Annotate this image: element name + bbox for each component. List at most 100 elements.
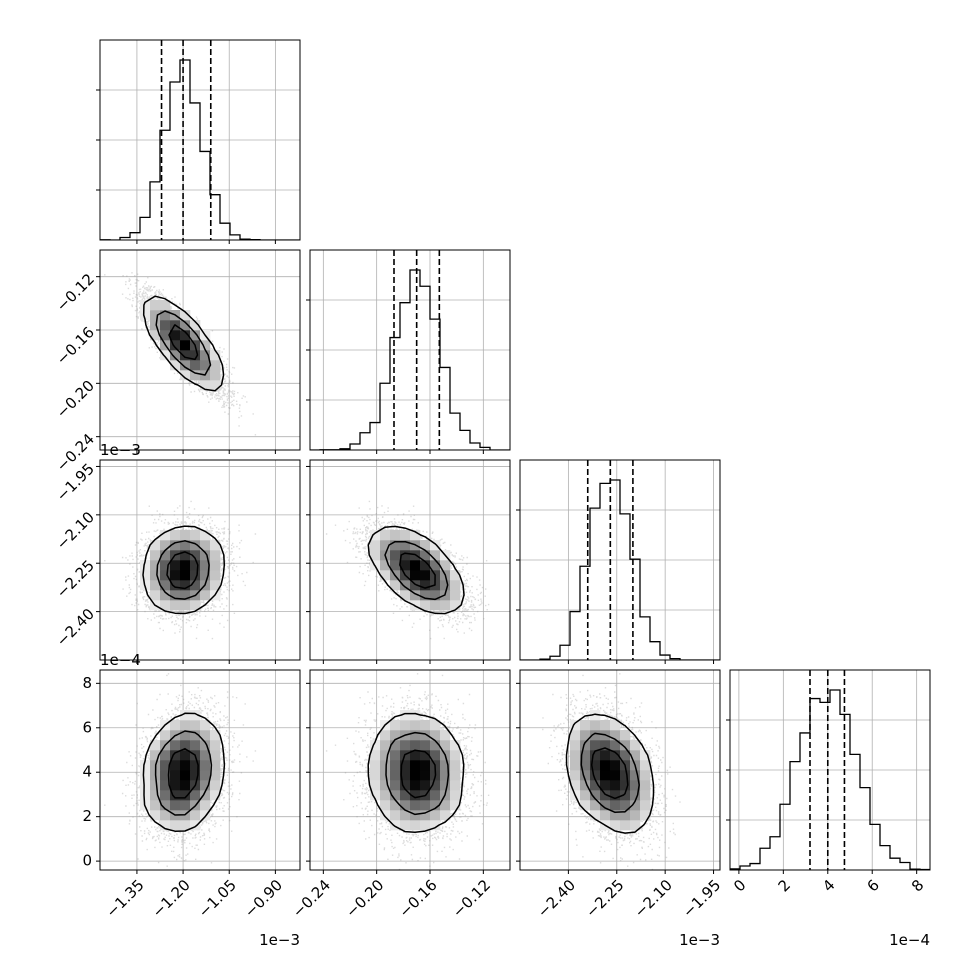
- density-cell: [430, 810, 441, 821]
- density-cell: [430, 790, 441, 801]
- density-cell: [420, 730, 431, 741]
- density-cell: [420, 760, 431, 771]
- density-cell: [180, 360, 191, 371]
- density-cell: [440, 810, 451, 821]
- density-cell: [600, 720, 611, 731]
- density-cell: [630, 740, 641, 751]
- density-cell: [450, 570, 461, 581]
- density-cell: [620, 740, 631, 751]
- density-cell: [450, 750, 461, 761]
- contour-1: [156, 540, 210, 600]
- y-tick-label: −2.25: [53, 557, 98, 602]
- density-cell: [420, 770, 431, 781]
- density-cell: [200, 740, 211, 751]
- density-cell: [190, 350, 201, 361]
- density-cell: [180, 600, 191, 611]
- density-cell: [210, 730, 221, 741]
- contour-1: [385, 731, 450, 816]
- density-cell: [180, 730, 191, 741]
- density-cell: [160, 730, 171, 741]
- density-cell: [630, 770, 641, 781]
- density-cell: [200, 590, 211, 601]
- density-cell: [200, 530, 211, 541]
- density-cell: [150, 320, 161, 331]
- density-cell: [200, 770, 211, 781]
- axes-frame: [99, 39, 301, 241]
- density-cell: [420, 600, 431, 611]
- density-cell: [150, 810, 161, 821]
- density-cell: [200, 360, 211, 371]
- density-cell: [390, 790, 401, 801]
- density-cell: [610, 740, 621, 751]
- y-tick-label: 6: [82, 718, 92, 736]
- panel-0-0: [96, 39, 301, 244]
- density-cell: [380, 800, 391, 811]
- density-cell: [390, 810, 401, 821]
- density-cell: [200, 800, 211, 811]
- density-cell: [170, 570, 181, 581]
- density-cell: [390, 750, 401, 761]
- panel-2-1: [306, 459, 511, 664]
- density-cell: [400, 760, 411, 771]
- density-cell: [380, 540, 391, 551]
- density-cell: [180, 800, 191, 811]
- contour-0: [367, 712, 465, 834]
- density-cell: [610, 760, 621, 771]
- density-cell: [210, 740, 221, 751]
- density-cell: [160, 300, 171, 311]
- contour-1: [580, 732, 640, 814]
- density-cell: [600, 740, 611, 751]
- density-cell: [210, 580, 221, 591]
- density-cell: [380, 750, 391, 761]
- density-cell: [180, 760, 191, 771]
- x-tick-label: −0.16: [396, 876, 441, 921]
- density-cell: [430, 740, 441, 751]
- density-cell: [430, 600, 441, 611]
- y-offset-label: 1e−4: [100, 651, 141, 669]
- density-cell: [200, 760, 211, 771]
- density-cell: [390, 720, 401, 731]
- density-cell: [420, 820, 431, 831]
- density-cell: [160, 320, 171, 331]
- density-cell: [200, 790, 211, 801]
- x-tick-label: −0.20: [342, 876, 387, 921]
- density-cell: [420, 540, 431, 551]
- y-tick-label: −2.40: [53, 605, 98, 650]
- density-cell: [430, 720, 441, 731]
- density-cell: [200, 750, 211, 761]
- density-cell: [210, 750, 221, 761]
- density-cell: [630, 790, 641, 801]
- density-cell: [620, 780, 631, 791]
- density-cell: [640, 780, 651, 791]
- density-cell: [410, 800, 421, 811]
- density-cell: [180, 320, 191, 331]
- density-cell: [430, 560, 441, 571]
- panel-2-2: [516, 459, 721, 664]
- density-cell: [210, 550, 221, 561]
- density-cell: [380, 560, 391, 571]
- density-cell: [410, 780, 421, 791]
- density-cell: [150, 300, 161, 311]
- density-cell: [420, 810, 431, 821]
- density-cell: [420, 550, 431, 561]
- density-cell: [420, 800, 431, 811]
- y-tick-label: −0.16: [53, 323, 98, 368]
- density-cell: [380, 770, 391, 781]
- axes-frame: [99, 669, 301, 871]
- density-cell: [590, 780, 601, 791]
- density-cell: [370, 530, 381, 541]
- density-cell: [190, 320, 201, 331]
- density-cell: [440, 800, 451, 811]
- x-offset-label: 1e−3: [259, 931, 300, 949]
- density-cell: [590, 760, 601, 771]
- density-cell: [150, 540, 161, 551]
- density-cell: [410, 750, 421, 761]
- axes-frame: [519, 669, 721, 871]
- density-cell: [600, 780, 611, 791]
- density-cell: [200, 540, 211, 551]
- density-cell: [190, 720, 201, 731]
- density-cell: [190, 790, 201, 801]
- contour-2: [399, 552, 436, 589]
- density-cell: [160, 750, 171, 761]
- density-cell: [390, 580, 401, 591]
